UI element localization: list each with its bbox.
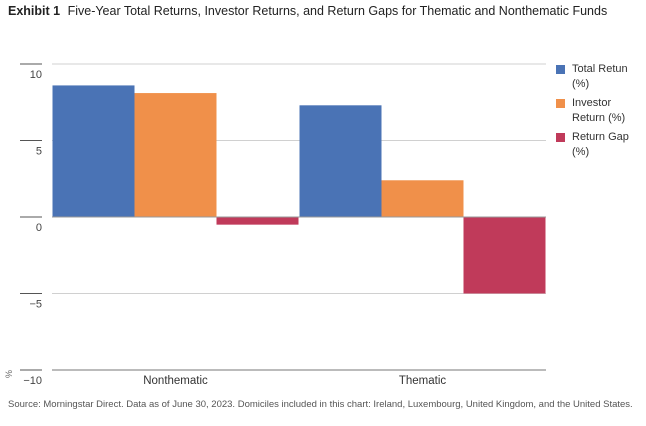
legend-label-investor-1: Investor: [572, 97, 612, 109]
y-tick-label: 10: [30, 69, 42, 81]
legend-swatch-gap: [556, 133, 565, 142]
x-tick-label: Nonthematic: [143, 375, 208, 387]
bar: [134, 93, 217, 217]
legend-label-total-2: (%): [572, 78, 590, 90]
legend-item-total: Total Retun (%): [556, 62, 644, 92]
x-tick-label: Thematic: [399, 375, 447, 387]
bar: [299, 105, 382, 217]
y-tick-label: −10: [23, 375, 42, 387]
chart-title: Exhibit 1 Five-Year Total Returns, Inves…: [8, 4, 607, 18]
bar: [381, 180, 464, 217]
y-tick-label: −5: [29, 299, 42, 311]
legend-label-gap-1: Return Gap: [572, 131, 629, 143]
bar: [52, 85, 135, 217]
exhibit-label: Exhibit 1: [8, 4, 61, 18]
legend-item-investor: Investor Return (%): [556, 96, 644, 126]
y-tick-label: 0: [36, 222, 42, 234]
bar: [216, 217, 299, 225]
legend-item-gap: Return Gap (%): [556, 130, 644, 160]
legend-swatch-investor: [556, 99, 565, 108]
legend-label-investor-2: Return (%): [572, 112, 626, 124]
source-note: Source: Morningstar Direct. Data as of J…: [8, 399, 633, 410]
title-text: Five-Year Total Returns, Investor Return…: [67, 4, 608, 18]
y-tick-label: 5: [36, 146, 42, 158]
bar: [463, 217, 546, 294]
legend-swatch-total: [556, 65, 565, 74]
legend-label-gap-2: (%): [572, 146, 590, 158]
legend: Total Retun (%) Investor Return (%) Retu…: [556, 62, 644, 164]
y-axis-label: %: [4, 370, 14, 378]
legend-label-total-1: Total Retun: [572, 63, 628, 75]
